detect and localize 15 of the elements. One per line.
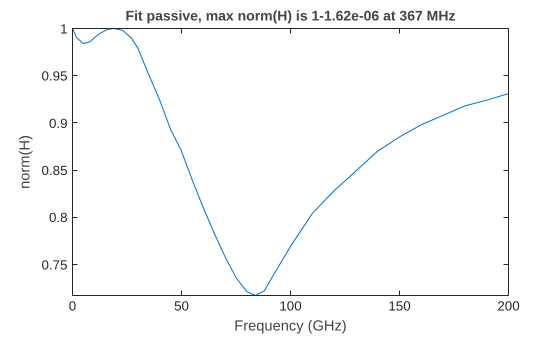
x-tick-label: 100 — [279, 298, 302, 314]
y-tick-label: 0.75 — [42, 257, 68, 272]
y-tick-label: 0.95 — [42, 68, 68, 84]
x-tick-label: 200 — [497, 298, 520, 314]
x-tick-label: 50 — [174, 298, 189, 314]
x-tick-label: 0 — [68, 298, 76, 314]
y-axis-title: norm(H) — [18, 135, 34, 189]
x-axis-title: Frequency (GHz) — [234, 318, 347, 334]
x-tick-label: 150 — [388, 298, 411, 314]
line-series — [72, 28, 508, 296]
chart-title: Fit passive, max norm(H) is 1-1.62e-06 at 367 MHz — [126, 8, 456, 24]
y-tick-label: 0.8 — [48, 210, 68, 226]
y-tick-label: 0.85 — [42, 163, 68, 178]
y-tick-label: 0.9 — [48, 116, 68, 131]
y-tick-label: 1 — [60, 22, 68, 36]
